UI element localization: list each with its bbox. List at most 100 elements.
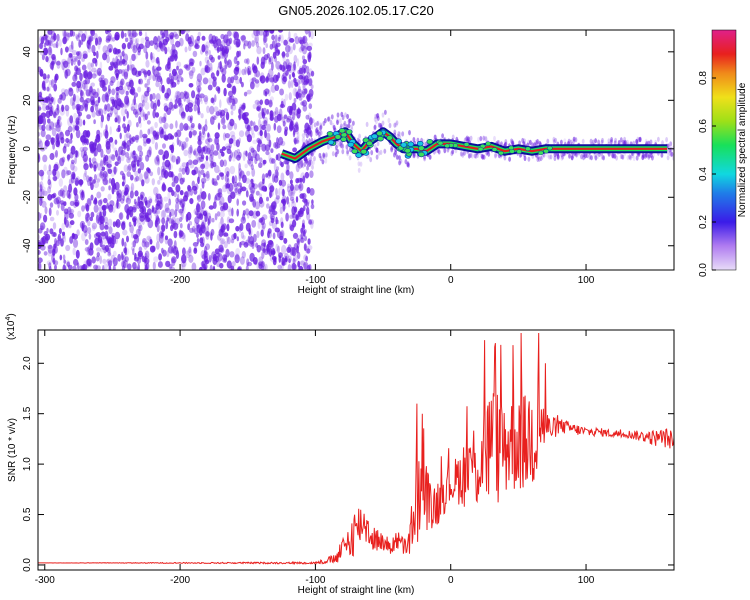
noise-point xyxy=(120,152,125,162)
noise-point xyxy=(159,41,164,50)
noise-point xyxy=(144,176,150,184)
noise-point xyxy=(301,76,305,86)
noise-point xyxy=(124,32,127,38)
noise-point xyxy=(231,103,237,111)
noise-point xyxy=(230,104,233,110)
noise-point xyxy=(265,244,271,253)
noise-point xyxy=(129,79,134,88)
halo-point xyxy=(407,162,410,168)
noise-point xyxy=(268,68,274,78)
noise-point xyxy=(59,254,63,261)
noise-point xyxy=(58,228,62,235)
noise-point xyxy=(109,153,115,160)
noise-point xyxy=(278,30,283,33)
noise-point xyxy=(135,175,140,182)
noise-point xyxy=(50,137,54,145)
noise-point xyxy=(96,129,101,137)
noise-point xyxy=(116,116,121,124)
noise-point xyxy=(158,253,163,261)
noise-point xyxy=(196,237,200,245)
halo-point xyxy=(311,160,315,166)
noise-point xyxy=(139,106,142,113)
noise-point xyxy=(91,225,96,232)
noise-point xyxy=(222,113,226,119)
noise-point xyxy=(275,219,280,225)
noise-point xyxy=(52,257,56,265)
amplitude-blob xyxy=(418,151,425,158)
halo-point xyxy=(594,138,597,144)
noise-point xyxy=(271,210,278,216)
noise-point xyxy=(199,213,204,220)
noise-point xyxy=(270,248,276,256)
noise-point xyxy=(91,110,96,118)
noise-point xyxy=(204,259,210,265)
noise-point xyxy=(223,87,227,97)
halo-point xyxy=(339,143,343,149)
noise-point xyxy=(162,116,166,124)
noise-point xyxy=(50,53,55,60)
noise-point xyxy=(251,40,255,47)
noise-point xyxy=(88,248,94,256)
noise-point xyxy=(177,97,182,106)
halo-point xyxy=(331,151,335,157)
noise-point xyxy=(185,137,189,142)
halo-point xyxy=(306,133,309,139)
noise-point xyxy=(242,209,246,216)
noise-point xyxy=(139,129,143,139)
noise-point xyxy=(219,196,225,206)
halo-point xyxy=(358,133,361,139)
noise-point xyxy=(121,265,125,270)
noise-point xyxy=(164,46,168,55)
noise-point xyxy=(201,131,206,138)
noise-point xyxy=(95,265,101,270)
noise-point xyxy=(108,48,112,53)
noise-point xyxy=(241,68,246,76)
noise-point xyxy=(82,119,86,126)
noise-point xyxy=(240,35,246,41)
noise-point xyxy=(238,50,242,57)
noise-point xyxy=(137,250,143,257)
noise-point xyxy=(286,255,292,263)
noise-point xyxy=(71,101,76,110)
noise-point xyxy=(300,43,304,48)
noise-point xyxy=(262,214,268,221)
noise-point xyxy=(228,95,233,104)
noise-point xyxy=(266,53,270,59)
noise-point xyxy=(61,222,65,231)
noise-point xyxy=(116,153,121,162)
noise-point xyxy=(126,145,130,152)
noise-point xyxy=(64,89,69,97)
noise-point xyxy=(233,67,239,76)
noise-point xyxy=(165,220,169,230)
noise-point xyxy=(167,186,173,193)
noise-point xyxy=(47,83,51,92)
noise-point xyxy=(278,255,282,263)
noise-point xyxy=(207,193,211,201)
noise-point xyxy=(270,30,274,34)
noise-point xyxy=(39,222,46,231)
noise-point xyxy=(226,171,230,178)
noise-point xyxy=(171,218,175,226)
noise-point xyxy=(210,97,215,104)
noise-point xyxy=(256,30,260,37)
noise-point xyxy=(275,49,280,56)
noise-point xyxy=(170,135,175,140)
noise-point xyxy=(70,174,74,180)
noise-point xyxy=(310,84,314,90)
noise-point xyxy=(202,210,208,217)
noise-point xyxy=(217,87,221,94)
noise-point xyxy=(96,191,102,199)
noise-point xyxy=(283,257,288,266)
spectrogram-x-tick-label: 0 xyxy=(448,275,454,286)
noise-point xyxy=(54,264,57,270)
halo-point xyxy=(484,136,488,142)
noise-point xyxy=(175,184,181,193)
noise-point xyxy=(111,88,116,96)
noise-point xyxy=(75,55,79,62)
noise-point xyxy=(106,202,109,209)
halo-point xyxy=(451,149,455,155)
noise-point xyxy=(221,151,225,157)
halo-point xyxy=(309,156,313,162)
noise-point xyxy=(180,111,186,120)
halo-point xyxy=(624,140,627,146)
